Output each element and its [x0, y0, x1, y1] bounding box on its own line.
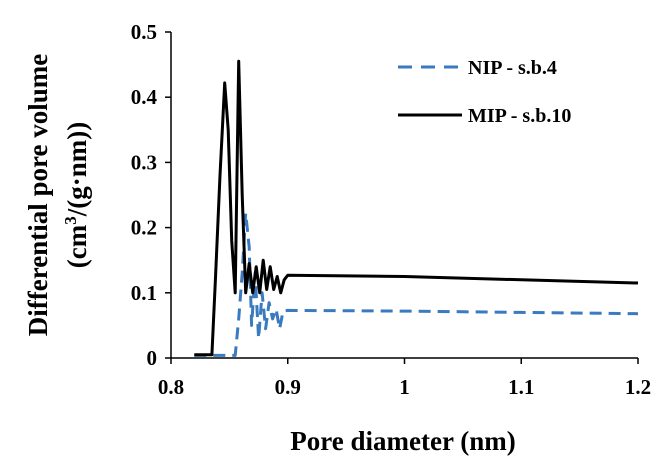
- y-tick-label: 0.2: [131, 216, 157, 240]
- y-axis-title-line1: Differential pore volume: [23, 54, 53, 336]
- ticks: 0 0.1 0.2 0.3 0.4 0.5 0.8 0.9 1 1.1 1.2: [131, 20, 651, 399]
- x-tick-label: 1: [399, 375, 410, 399]
- y-tick-label: 0.4: [131, 85, 158, 109]
- series-line-mip: [194, 59, 639, 357]
- series-lines: [194, 59, 639, 357]
- y-axis-title-unit-base: (cm: [62, 224, 92, 268]
- legend-label-mip: MIP - s.b.10: [468, 105, 571, 127]
- y-axis-title-unit-superscript: 3: [61, 216, 80, 225]
- x-tick-label: 1.1: [508, 375, 534, 399]
- y-axis-title-unit-rest: /(g·nm)): [62, 122, 92, 218]
- y-tick-label: 0.1: [131, 281, 157, 305]
- y-tick-label: 0.3: [131, 150, 157, 174]
- legend: NIP - s.b.4 MIP - s.b.10: [398, 57, 571, 127]
- x-tick-label: 1.2: [625, 375, 651, 399]
- y-tick-label: 0.5: [131, 20, 157, 44]
- x-axis-title: Pore diameter (nm): [290, 426, 515, 456]
- legend-label-nip: NIP - s.b.4: [468, 57, 557, 79]
- y-tick-label: 0: [147, 346, 158, 370]
- x-tick-label: 0.9: [275, 375, 301, 399]
- y-axis-title-line2: (cm3/(g·nm)): [61, 122, 92, 268]
- x-tick-label: 0.8: [158, 375, 184, 399]
- series-line-nip: [194, 211, 639, 357]
